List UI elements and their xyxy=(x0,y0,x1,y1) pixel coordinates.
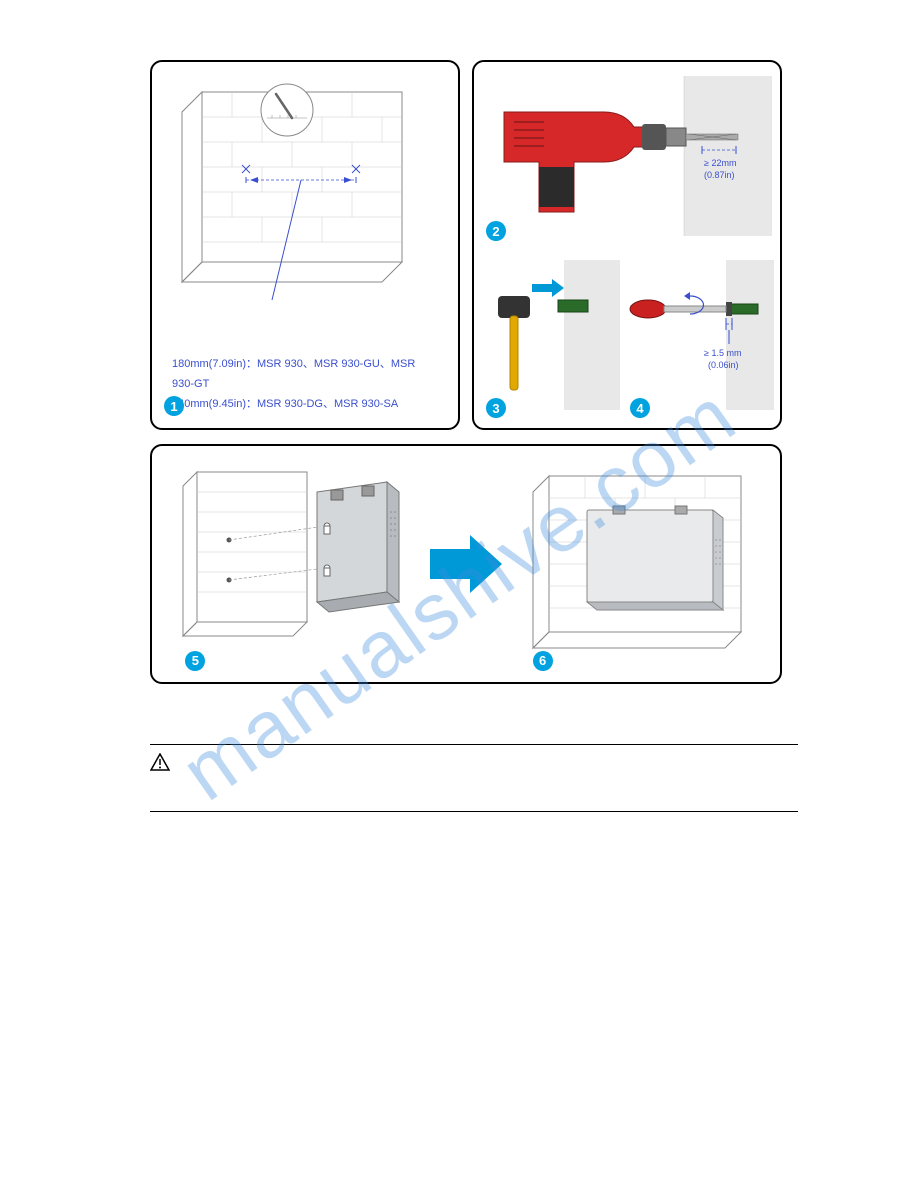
screw-gap-anno-1: ≥ 1.5 mm xyxy=(704,348,741,358)
diagram-hammer xyxy=(482,254,622,414)
top-panel-row: 180mm(7.09in)：MSR 930、MSR 930-GU、MSR 930… xyxy=(150,60,798,430)
panel-step-1: 180mm(7.09in)：MSR 930、MSR 930-GU、MSR 930… xyxy=(150,60,460,430)
diagram-drill: ≥ 22mm (0.87in) xyxy=(484,72,774,242)
warning-icon xyxy=(150,753,170,771)
diagram-wall-measure xyxy=(172,82,442,342)
subpanel-step-2: ≥ 22mm (0.87in) 2 xyxy=(482,70,776,243)
subpanel-step-3: 3 xyxy=(482,247,622,420)
step-badge-4: 4 xyxy=(630,398,650,418)
drill-depth-anno-2: (0.87in) xyxy=(704,170,735,180)
step-badge-1: 1 xyxy=(164,396,184,416)
subpanel-step-6: 6 xyxy=(525,462,755,667)
drill-depth-anno-1: ≥ 22mm xyxy=(704,158,736,168)
step-badge-6: 6 xyxy=(533,651,553,671)
panel1-dimensions: 180mm(7.09in)：MSR 930、MSR 930-GU、MSR 930… xyxy=(172,355,438,414)
step-badge-3: 3 xyxy=(486,398,506,418)
step-badge-5: 5 xyxy=(185,651,205,671)
diagram-mounted-result xyxy=(525,462,755,662)
panel-steps-2-3-4: ≥ 22mm (0.87in) 2 3 xyxy=(472,60,782,430)
subpanel-step-5: 5 xyxy=(177,462,407,667)
diagram-mount-device xyxy=(177,462,407,662)
arrow-icon xyxy=(426,529,506,599)
dim-line-2: 240mm(9.45in)：MSR 930-DG、MSR 930-SA xyxy=(172,395,438,415)
subpanel-step-4: ≥ 1.5 mm (0.06in) 4 xyxy=(626,247,776,420)
step-badge-2: 2 xyxy=(486,221,506,241)
dim-line-1: 180mm(7.09in)：MSR 930、MSR 930-GU、MSR 930… xyxy=(172,355,438,395)
warning-section xyxy=(150,744,798,812)
diagram-screwdriver: ≥ 1.5 mm (0.06in) xyxy=(626,254,776,414)
screw-gap-anno-2: (0.06in) xyxy=(708,360,739,370)
panel-steps-5-6: 5 xyxy=(150,444,782,684)
